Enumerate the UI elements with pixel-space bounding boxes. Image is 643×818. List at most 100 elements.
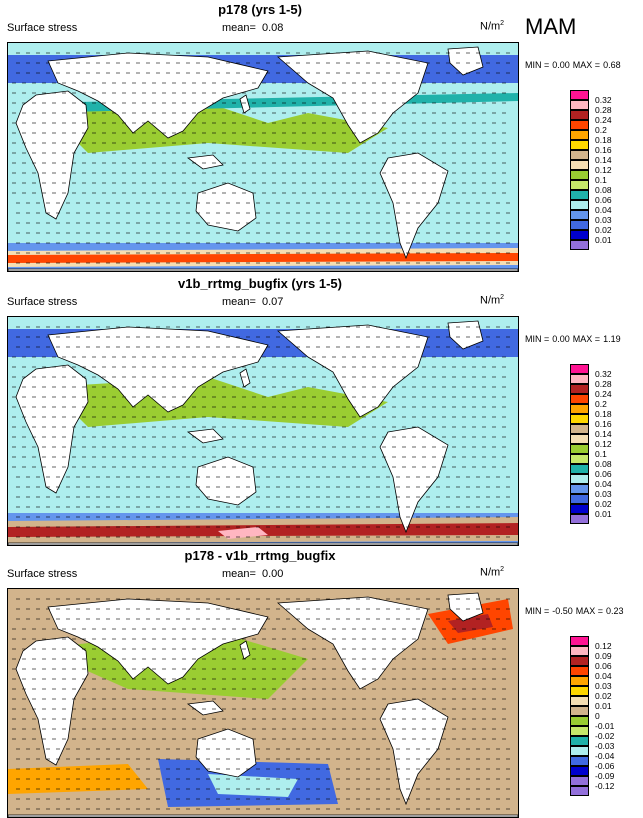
colorbar-swatch: [570, 656, 589, 666]
colorbar-swatch: [570, 434, 589, 444]
mean-text: mean=: [222, 22, 256, 34]
colorbar-swatch: [570, 394, 589, 404]
colorbar-tick-label: 0.24: [595, 115, 612, 125]
colorbar-swatch: [570, 494, 589, 504]
max-value: 0.68: [603, 60, 621, 70]
colorbar-swatch: [570, 676, 589, 686]
continent: [379, 426, 449, 534]
colorbar-tick-label: 0.28: [595, 105, 612, 115]
units-base: N/m: [480, 20, 501, 33]
max-value: 0.23: [606, 606, 624, 616]
mean-label: mean= 0.08: [222, 22, 283, 34]
colorbar-tick-label: 0.32: [595, 369, 612, 379]
colorbar-tick-label: 0.04: [595, 671, 612, 681]
colorbar-tick-label: 0.14: [595, 429, 612, 439]
colorbar-tick-label: 0.04: [595, 205, 612, 215]
colorbar-tick-label: 0.04: [595, 479, 612, 489]
stress-contour-band: [8, 253, 518, 263]
colorbar-swatch: [570, 776, 589, 786]
panel-model: v1b_rrtmg_bugfix (yrs 1-5) Surface stres…: [0, 274, 643, 546]
colorbar-tick-label: 0.16: [595, 145, 612, 155]
colorbar-swatch: [570, 404, 589, 414]
colorbar-tick-label: 0.12: [595, 165, 612, 175]
colorbar-swatch: [570, 140, 589, 150]
colorbar-swatch: [570, 414, 589, 424]
colorbar-tick-label: -0.06: [595, 761, 615, 771]
continent: [47, 52, 269, 139]
mean-label: mean= 0.07: [222, 296, 283, 308]
colorbar-swatch: [570, 756, 589, 766]
colorbar-swatch: [570, 766, 589, 776]
colorbar-swatch: [570, 474, 589, 484]
colorbar-tick-label: 0.03: [595, 215, 612, 225]
mean-text: mean=: [222, 568, 256, 580]
colorbar-swatch: [570, 686, 589, 696]
colorbar-swatch: [570, 484, 589, 494]
wind-stress-vectors: [12, 52, 510, 264]
continent: [186, 154, 224, 170]
units-exponent: 2: [500, 566, 505, 573]
units-base: N/m: [480, 294, 501, 307]
colorbar-swatch: [570, 636, 589, 646]
colorbar-swatch: [570, 666, 589, 676]
colorbar-tick-label: 0.24: [595, 389, 612, 399]
colorbar-tick-label: -0.09: [595, 771, 615, 781]
continent: [239, 94, 251, 114]
max-label: MAX =: [575, 606, 604, 616]
min-value: -0.50: [552, 606, 573, 616]
min-max-readout: MIN = 0.00 MAX = 0.68: [525, 60, 624, 70]
colorbar-swatch: [570, 736, 589, 746]
colorbar-swatch: [570, 160, 589, 170]
panel-title: v1b_rrtmg_bugfix (yrs 1-5): [178, 276, 342, 291]
continent: [239, 640, 251, 660]
wind-stress-vectors: [12, 598, 510, 810]
colorbar-swatch: [570, 464, 589, 474]
stress-contour-band: [8, 523, 518, 537]
colorbar-tick-label: 0.2: [595, 399, 607, 409]
colorbar-tick-label: 0.08: [595, 185, 612, 195]
colorbar-tick-label: 0.32: [595, 95, 612, 105]
colorbar-swatch: [570, 110, 589, 120]
panel-title: p178 (yrs 1-5): [218, 2, 302, 17]
continent: [195, 728, 257, 778]
colorbar-tick-label: 0.12: [595, 641, 612, 651]
panel-difference: p178 - v1b_rrtmg_bugfix Surface stress m…: [0, 546, 643, 818]
variable-label: Surface stress: [7, 22, 78, 34]
min-label: MIN =: [525, 606, 550, 616]
colorbar-tick-label: 0.1: [595, 175, 607, 185]
stress-contour-band: [448, 614, 493, 633]
colorbar-swatch: [570, 454, 589, 464]
wind-stress-vectors: [12, 326, 510, 538]
season-label: MAM: [525, 14, 577, 39]
colorbar-tick-label: -0.04: [595, 751, 615, 761]
colorbar-tick-label: 0: [595, 711, 600, 721]
colorbar-tick-label: 0.2: [595, 125, 607, 135]
colorbar-swatch: [570, 646, 589, 656]
mean-label: mean= 0.00: [222, 568, 283, 580]
colorbar-swatch: [570, 210, 589, 220]
units-exponent: 2: [500, 20, 505, 27]
stress-map: [7, 588, 519, 818]
colorbar-swatch: [570, 150, 589, 160]
min-value: 0.00: [552, 334, 570, 344]
continent: [239, 368, 251, 388]
colorbar-tick-label: 0.28: [595, 379, 612, 389]
colorbar-tick-label: -0.02: [595, 731, 615, 741]
continent: [8, 542, 518, 545]
stress-contour-band: [218, 527, 268, 539]
colorbar-swatch: [570, 726, 589, 736]
colorbar-swatch: [570, 786, 589, 796]
colorbar-tick-label: 0.09: [595, 651, 612, 661]
continent: [379, 152, 449, 260]
mean-value: 0.08: [261, 22, 284, 34]
min-label: MIN =: [525, 60, 550, 70]
variable-label: Surface stress: [7, 296, 78, 308]
colorbar-swatch: [570, 200, 589, 210]
colorbar-tick-label: 0.03: [595, 489, 612, 499]
colorbar-tick-label: 0.18: [595, 135, 612, 145]
mean-value: 0.00: [261, 568, 284, 580]
colorbar-swatch: [570, 100, 589, 110]
max-label: MAX =: [572, 60, 601, 70]
colorbar-tick-label: 0.02: [595, 225, 612, 235]
continent: [195, 456, 257, 506]
